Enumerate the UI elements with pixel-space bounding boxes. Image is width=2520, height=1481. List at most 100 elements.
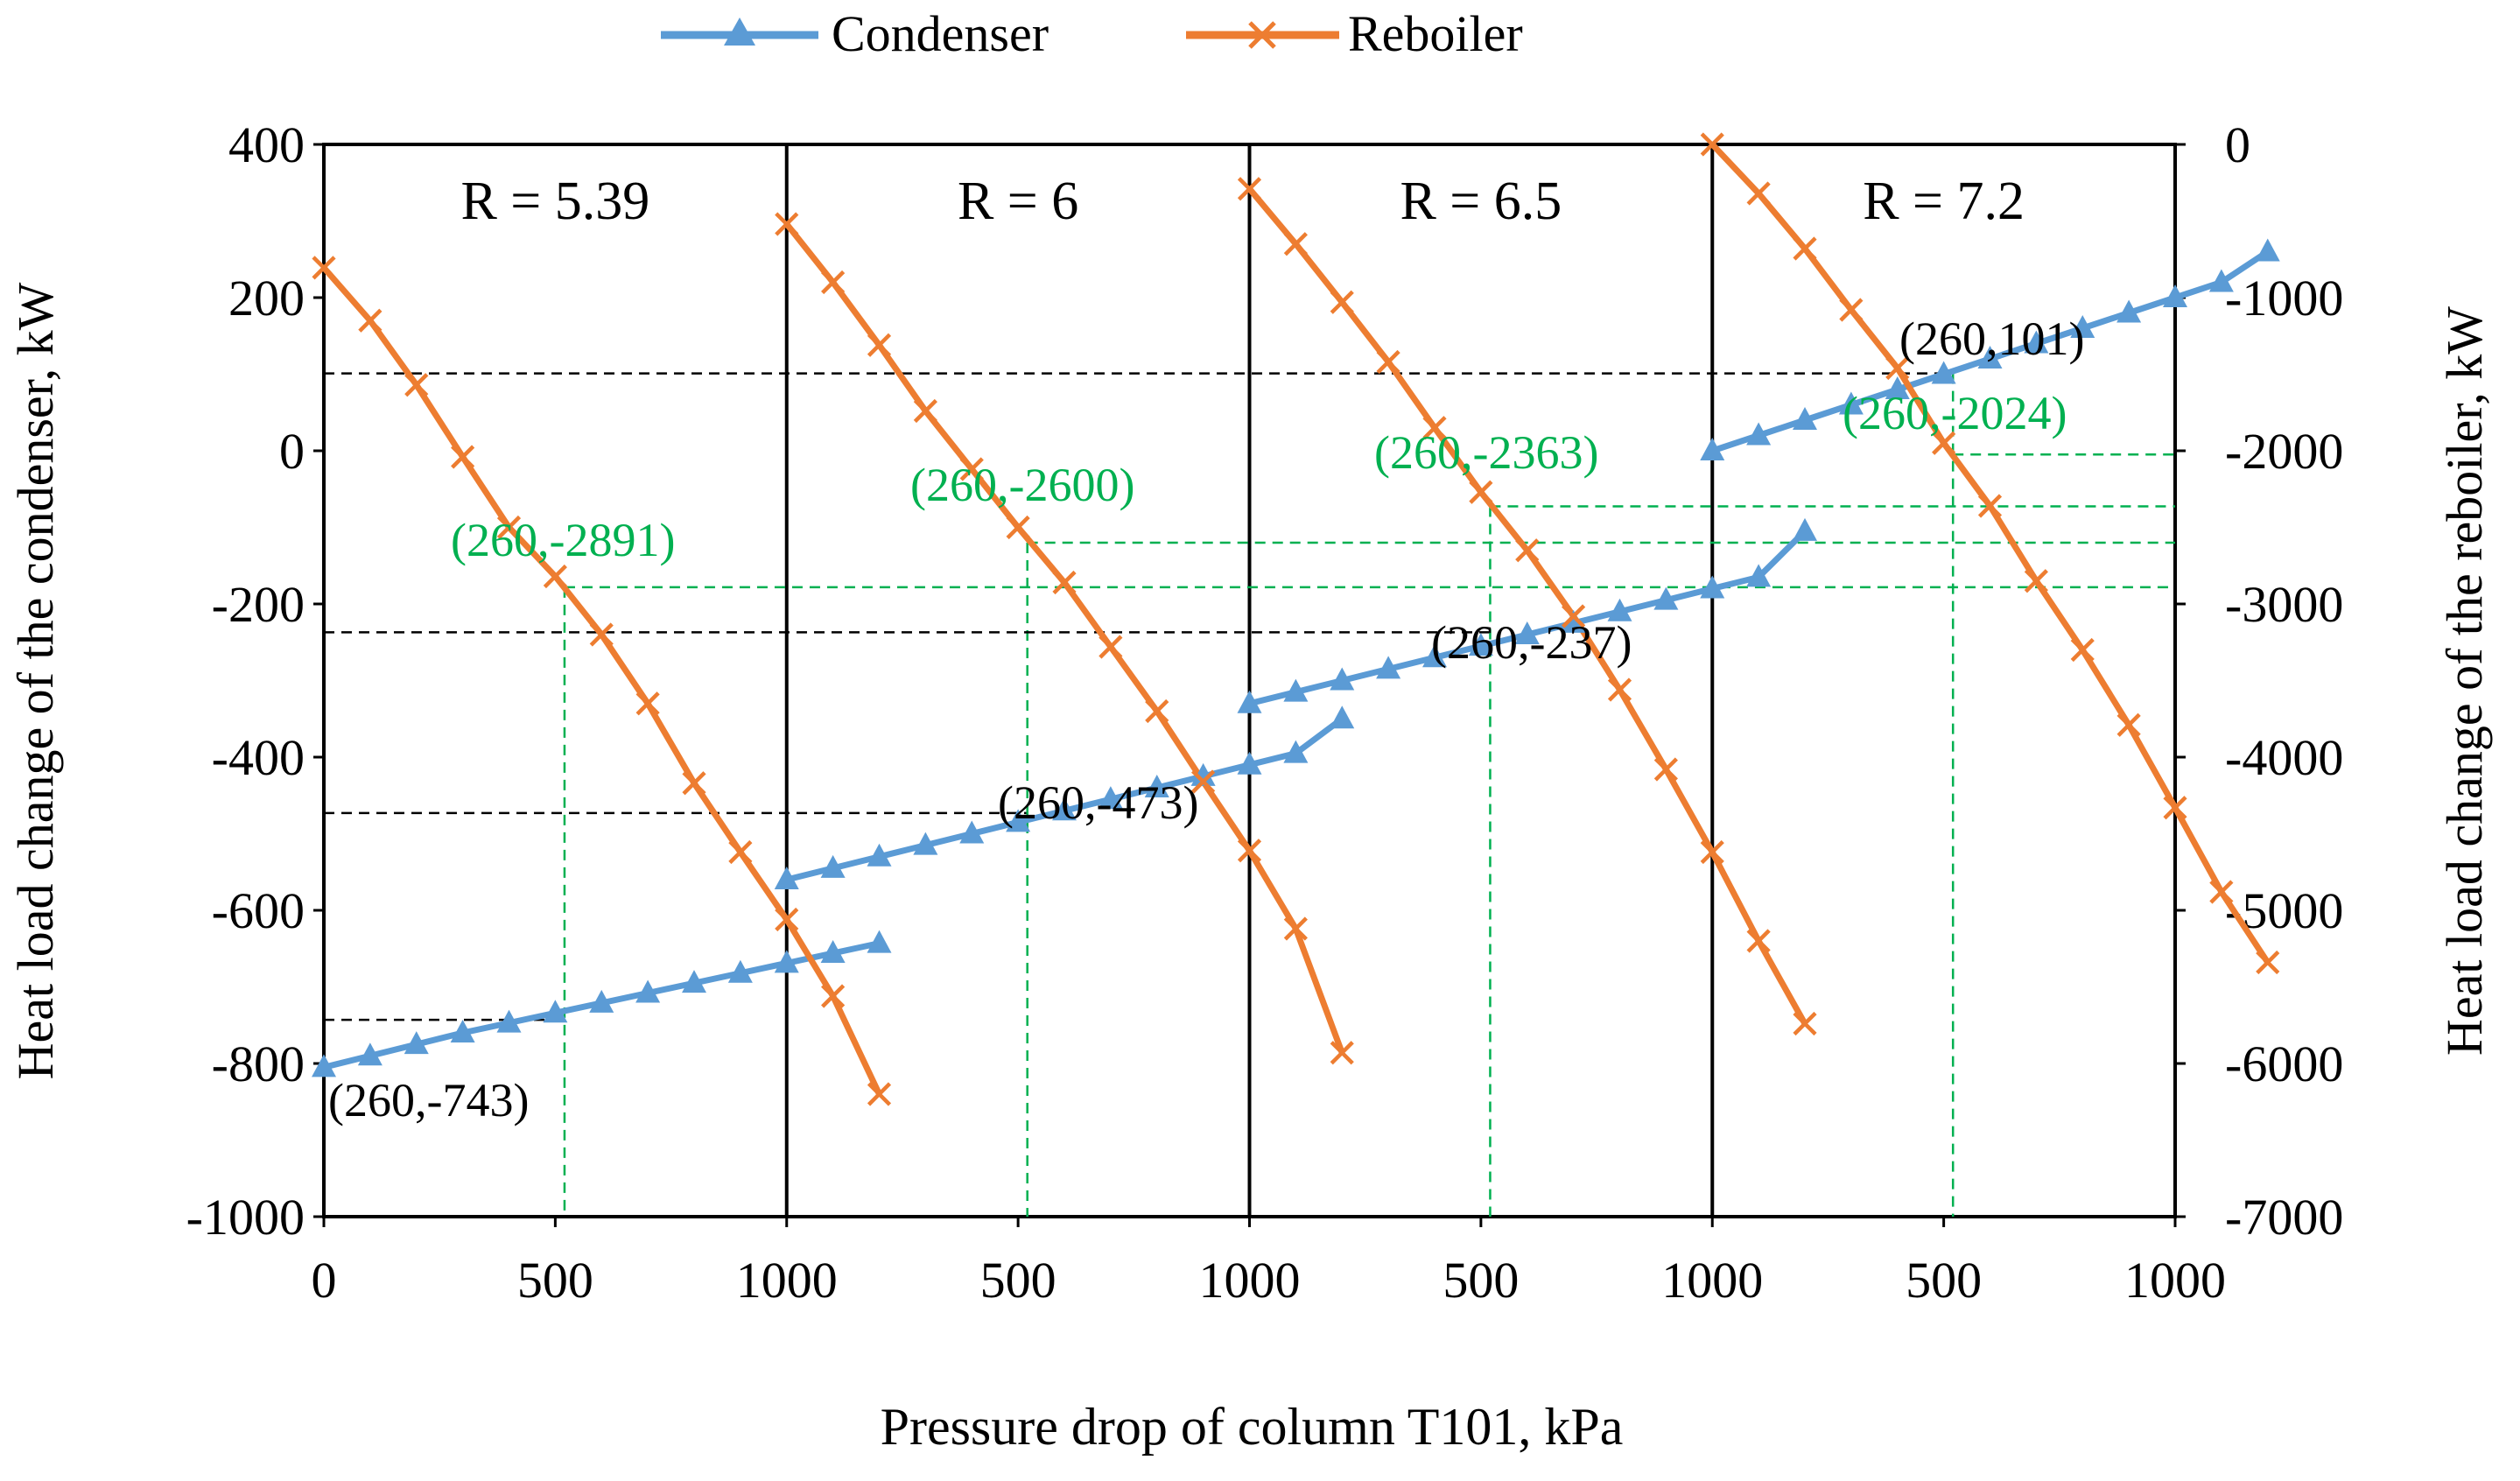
- right-tick-label: -4000: [2225, 729, 2343, 786]
- panel-label: R = 7.2: [1863, 172, 2025, 231]
- reboiler-point: [728, 839, 753, 865]
- annotation-group: R = 5.39 R = 6 R = 6.5 R = 7.2 (260,-743) (26…: [328, 172, 2084, 1127]
- panel-3: [1237, 177, 1817, 1036]
- condenser-point: [2024, 330, 2049, 354]
- condenser-point: [589, 989, 614, 1013]
- left-tick-label: -200: [212, 576, 305, 633]
- reboiler-point: [1885, 355, 1910, 381]
- condenser-point: [1931, 361, 1956, 384]
- condenser-point: [450, 1020, 475, 1042]
- condenser-point: [1376, 656, 1401, 679]
- condenser-point: [1746, 422, 1772, 446]
- condenser-point: [543, 1000, 568, 1023]
- right-tick-label: -7000: [2225, 1189, 2343, 1246]
- condenser-point: [2163, 284, 2187, 307]
- x-tick-label: 500: [1906, 1252, 1982, 1309]
- reboiler-point: [1099, 635, 1123, 659]
- reboiler-point: [404, 373, 429, 397]
- legend-condenser-marker: [724, 18, 755, 46]
- condenser-point: [1098, 786, 1123, 810]
- x-tick-label: 1000: [2124, 1252, 2226, 1309]
- reboiler-point: [1700, 132, 1724, 157]
- reboiler-point: [1145, 698, 1169, 724]
- reboiler-point-label: (260,-2363): [1374, 426, 1598, 479]
- left-tick-label: 200: [228, 270, 305, 326]
- condenser-point: [2070, 315, 2095, 338]
- left-tick-label: -400: [212, 729, 305, 786]
- reboiler-point: [913, 398, 937, 424]
- condenser-point: [1330, 667, 1355, 691]
- reboiler-point: [1977, 494, 2003, 518]
- reboiler-point: [1746, 181, 1771, 206]
- reboiler-point: [821, 270, 846, 295]
- reboiler-point: [1422, 416, 1447, 440]
- panel-2: [774, 212, 1355, 1065]
- left-tick-label: -600: [212, 882, 305, 939]
- left-tick-label: 400: [228, 116, 305, 173]
- condenser-point-label: (260,101): [1899, 312, 2084, 365]
- x-axis-title: Pressure drop of column T101, kPa: [881, 1398, 1624, 1456]
- condenser-point: [1746, 564, 1772, 587]
- condenser-point: [2116, 299, 2142, 323]
- condenser-point: [2255, 238, 2280, 262]
- condenser-point: [1283, 740, 1309, 763]
- condenser-point: [404, 1031, 429, 1055]
- condenser-point: [1237, 690, 1262, 713]
- legend: Condenser Reboiler: [661, 5, 1523, 62]
- reboiler-point: [1653, 757, 1678, 782]
- reboiler-point: [2163, 796, 2187, 820]
- condenser-point-label: (260,-237): [1431, 616, 1632, 669]
- reboiler-point: [867, 1082, 892, 1106]
- reboiler-point-label: (260,-2891): [451, 514, 675, 566]
- right-tick-label: -5000: [2225, 882, 2343, 939]
- reboiler-point: [589, 622, 614, 647]
- reboiler-point: [1562, 604, 1586, 628]
- reboiler-point: [2116, 712, 2141, 737]
- condenser-point: [1468, 633, 1493, 656]
- reboiler-point: [1191, 769, 1216, 794]
- condenser-point: [1330, 705, 1355, 729]
- reboiler-point: [2256, 950, 2280, 975]
- right-tick-label: -3000: [2225, 576, 2343, 633]
- condenser-point: [1006, 809, 1031, 832]
- condenser-point: [1607, 598, 1632, 621]
- panel-4: [1700, 132, 2280, 975]
- reboiler-point: [775, 907, 799, 932]
- x-axis: 0 500 1000 500 1000 500 1000 500 1000: [312, 1217, 2226, 1309]
- x-tick-label: 1000: [1199, 1252, 1301, 1309]
- left-tick-label: 0: [279, 423, 305, 480]
- condenser-point: [2208, 269, 2234, 292]
- condenser-point: [820, 854, 846, 878]
- condenser-point: [1190, 762, 1216, 786]
- condenser-point: [1514, 621, 1540, 644]
- x-tick-label: 0: [312, 1252, 337, 1309]
- condenser-point: [1700, 575, 1725, 599]
- condenser-point: [635, 979, 661, 1003]
- reboiler-point: [635, 691, 660, 716]
- condenser-point: [867, 843, 892, 867]
- reboiler-point: [496, 515, 522, 540]
- panel-1: [312, 256, 892, 1106]
- reboiler-point: [1746, 929, 1771, 953]
- x-tick-label: 500: [980, 1252, 1056, 1309]
- panel-label: R = 5.39: [460, 172, 649, 231]
- condenser-point: [312, 1054, 336, 1077]
- condenser-point: [1885, 376, 1910, 399]
- reboiler-point: [2070, 637, 2095, 663]
- reboiler-point: [1006, 515, 1030, 540]
- legend-reboiler-marker: [1248, 21, 1276, 49]
- condenser-point: [1793, 517, 1817, 541]
- reboiler-point: [358, 308, 383, 333]
- x-tick-label: 500: [517, 1252, 593, 1309]
- condenser-point: [1700, 438, 1725, 460]
- right-axis: 0 -1000 -2000 -3000 -4000 -5000 -6000 -7000: [2175, 116, 2343, 1246]
- condenser-point-label: (260,-473): [998, 776, 1198, 829]
- left-tick-label: -800: [212, 1035, 305, 1092]
- reboiler-point: [1793, 236, 1817, 261]
- condenser-point: [1793, 407, 1817, 430]
- panel-label: R = 6: [958, 172, 1078, 231]
- right-tick-label: -6000: [2225, 1035, 2343, 1092]
- reboiler-point: [1515, 538, 1540, 563]
